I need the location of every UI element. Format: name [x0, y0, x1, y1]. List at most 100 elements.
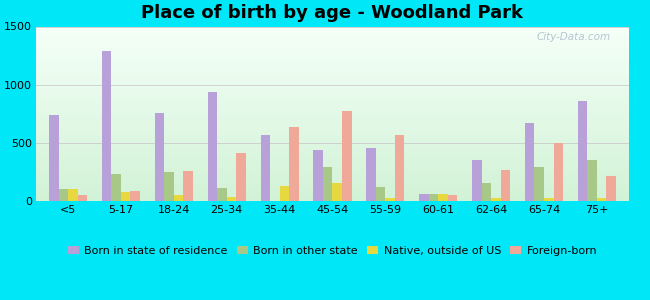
- Bar: [36, 101, 629, 102]
- Bar: [36, 142, 629, 143]
- Bar: [207, 92, 217, 201]
- Bar: [58, 189, 68, 201]
- Bar: [36, 62, 629, 63]
- Bar: [36, 76, 629, 77]
- Bar: [36, 186, 629, 187]
- Bar: [36, 178, 629, 179]
- Bar: [111, 174, 121, 201]
- Bar: [49, 115, 58, 201]
- Bar: [36, 64, 629, 65]
- Bar: [36, 114, 629, 115]
- Bar: [36, 120, 629, 121]
- Bar: [36, 126, 629, 127]
- Bar: [36, 78, 629, 79]
- Bar: [36, 200, 629, 201]
- Bar: [227, 197, 236, 201]
- Bar: [36, 95, 629, 96]
- Bar: [36, 137, 629, 138]
- Bar: [36, 61, 629, 62]
- Bar: [36, 72, 629, 73]
- Bar: [36, 173, 629, 174]
- Bar: [36, 74, 629, 75]
- Bar: [36, 185, 629, 186]
- Bar: [36, 84, 629, 85]
- Bar: [429, 194, 438, 201]
- Bar: [36, 157, 629, 158]
- Bar: [606, 176, 616, 201]
- Bar: [36, 99, 629, 100]
- Bar: [36, 189, 629, 190]
- Bar: [36, 110, 629, 111]
- Bar: [36, 160, 629, 161]
- Bar: [36, 85, 629, 86]
- Bar: [323, 167, 332, 201]
- Bar: [36, 111, 629, 112]
- Legend: Born in state of residence, Born in other state, Native, outside of US, Foreign-: Born in state of residence, Born in othe…: [63, 242, 602, 260]
- Bar: [36, 171, 629, 172]
- Bar: [36, 91, 629, 92]
- Bar: [36, 29, 629, 30]
- Bar: [36, 28, 629, 29]
- Bar: [36, 107, 629, 108]
- Bar: [36, 195, 629, 196]
- Bar: [36, 179, 629, 180]
- Bar: [36, 144, 629, 145]
- Bar: [102, 51, 111, 201]
- Bar: [36, 53, 629, 54]
- Bar: [491, 198, 500, 201]
- Bar: [36, 44, 629, 45]
- Bar: [36, 27, 629, 28]
- Bar: [36, 149, 629, 150]
- Bar: [36, 199, 629, 200]
- Bar: [36, 39, 629, 40]
- Bar: [36, 175, 629, 176]
- Bar: [36, 45, 629, 46]
- Bar: [438, 194, 448, 201]
- Bar: [36, 47, 629, 48]
- Bar: [36, 122, 629, 123]
- Bar: [36, 187, 629, 188]
- Bar: [36, 148, 629, 149]
- Bar: [155, 112, 164, 201]
- Bar: [36, 77, 629, 78]
- Bar: [36, 127, 629, 128]
- Bar: [36, 145, 629, 146]
- Bar: [236, 153, 246, 201]
- Bar: [36, 54, 629, 55]
- Bar: [36, 197, 629, 198]
- Bar: [36, 108, 629, 109]
- Bar: [131, 191, 140, 201]
- Bar: [36, 124, 629, 125]
- Bar: [332, 183, 342, 201]
- Bar: [36, 134, 629, 135]
- Bar: [36, 190, 629, 191]
- Bar: [36, 104, 629, 105]
- Bar: [36, 57, 629, 58]
- Bar: [36, 141, 629, 142]
- Bar: [36, 138, 629, 139]
- Bar: [36, 40, 629, 41]
- Bar: [36, 161, 629, 162]
- Bar: [36, 109, 629, 110]
- Bar: [36, 153, 629, 154]
- Bar: [36, 36, 629, 37]
- Bar: [36, 156, 629, 157]
- Bar: [164, 172, 174, 201]
- Bar: [419, 194, 429, 201]
- Bar: [367, 148, 376, 201]
- Bar: [36, 125, 629, 126]
- Bar: [280, 186, 289, 201]
- Bar: [36, 49, 629, 50]
- Bar: [36, 158, 629, 159]
- Bar: [36, 87, 629, 88]
- Bar: [36, 97, 629, 98]
- Bar: [376, 187, 385, 201]
- Bar: [36, 167, 629, 168]
- Bar: [36, 51, 629, 52]
- Bar: [36, 42, 629, 43]
- Bar: [36, 117, 629, 118]
- Bar: [36, 30, 629, 31]
- Bar: [68, 189, 77, 201]
- Bar: [36, 81, 629, 82]
- Bar: [36, 147, 629, 148]
